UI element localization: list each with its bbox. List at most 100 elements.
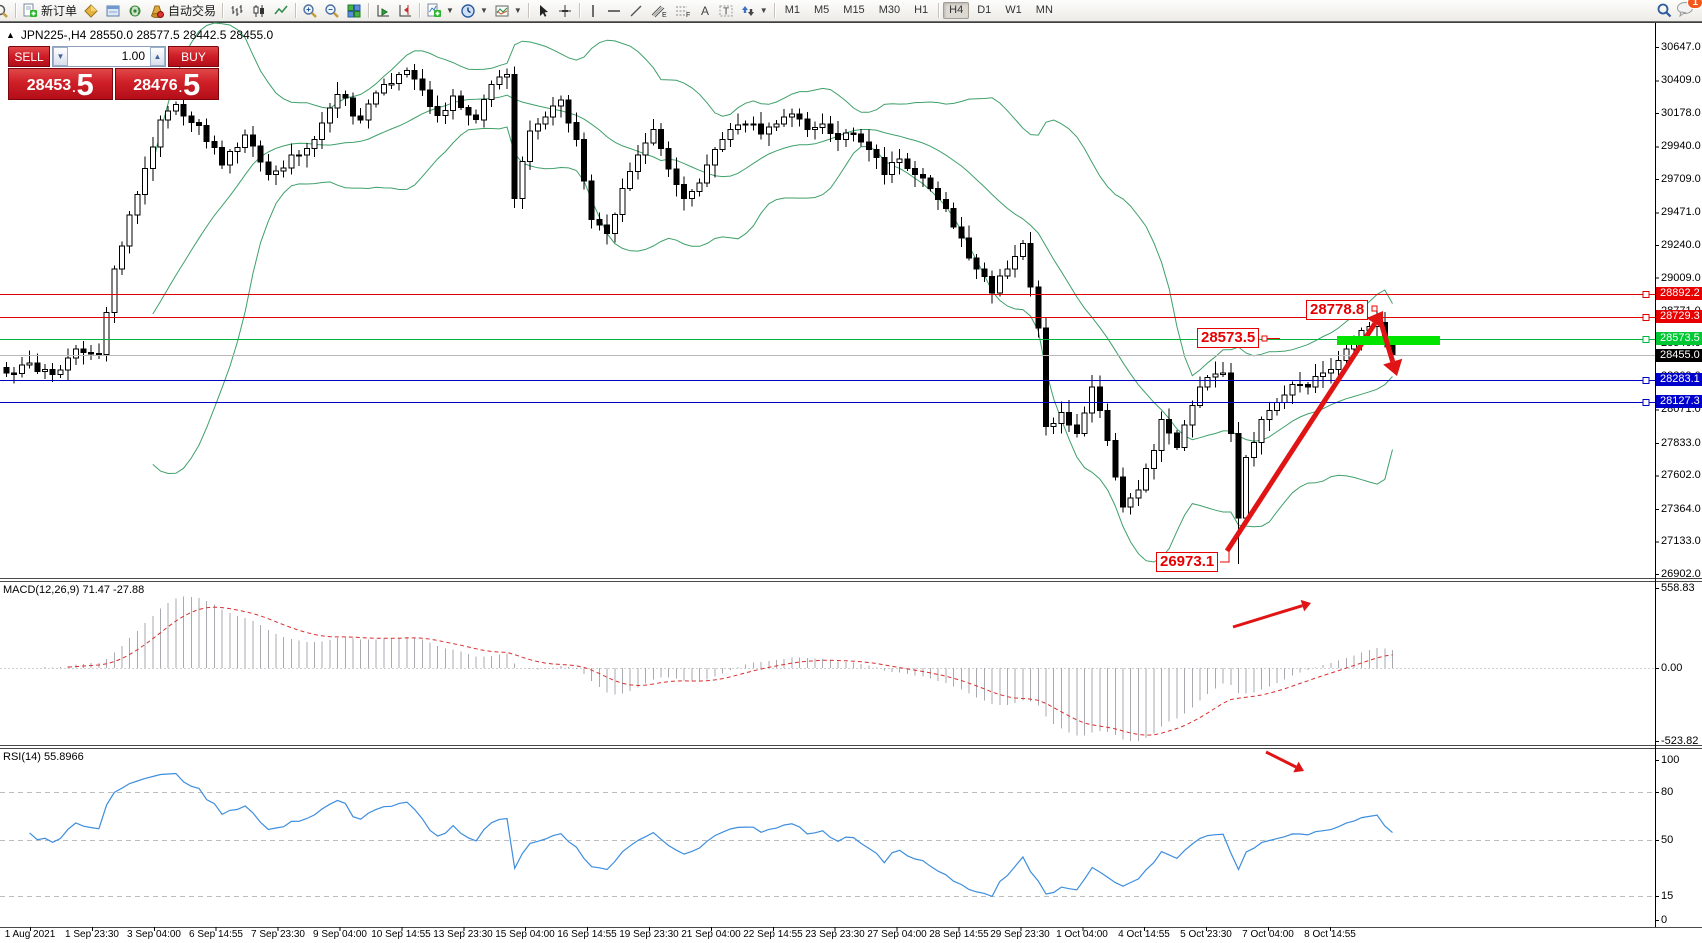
tile-windows-icon[interactable] [343,1,365,20]
toolbar-separator [527,3,529,18]
candle-body [650,129,657,144]
svg-text:A: A [701,4,709,18]
line-handle[interactable] [1642,377,1650,384]
candle-body [196,121,202,126]
candle-body [896,158,903,163]
candle-body [249,134,256,147]
trendline-icon[interactable] [625,1,647,20]
buy-button[interactable]: BUY [168,46,219,67]
line-handle[interactable] [1642,399,1650,406]
timeframe-button-H4[interactable]: H4 [943,2,970,19]
timeframe-button-W1[interactable]: W1 [1005,4,1022,16]
candle-body [1212,373,1219,378]
fibonacci-icon[interactable]: F [671,1,695,20]
candle-body [989,276,996,294]
zoom-in-icon[interactable] [299,1,321,20]
volume-increase-button[interactable]: ▲ [150,47,165,66]
autotrade-label: 自动交易 [168,4,217,18]
new-order-button[interactable]: 新订单 [19,1,80,20]
bar-chart-icon[interactable] [226,1,248,20]
candle-body [1258,419,1265,443]
sell-button[interactable]: SELL [8,46,50,67]
candle-body [342,93,349,99]
chevron-down-icon: ▼ [479,6,488,15]
strategy-signal-icon[interactable] [124,1,146,20]
candle-body [1058,412,1065,424]
chart-shift-icon[interactable] [394,1,416,20]
candle-body [265,161,272,176]
candle-body [488,84,495,100]
candle-body [642,142,649,156]
equidistant-channel-icon[interactable]: E [647,1,671,20]
candle-body [665,148,672,170]
one-click-trading-panel: SELL ▼ 1.00 ▲ BUY 28453. 5 28476. 5 [8,46,219,100]
candle-body [504,74,510,78]
horizontal-line-icon[interactable] [603,1,625,20]
line-chart-icon[interactable] [270,1,292,20]
line-handle[interactable] [1642,336,1650,343]
autotrade-button[interactable]: 自动交易 [146,1,219,20]
timeframe-button-M1[interactable]: M1 [784,4,800,16]
trend-arrow[interactable] [1376,315,1403,376]
candle-body [996,275,1003,294]
chevron-down-icon: ▼ [759,6,768,15]
timeframe-button-MN[interactable]: MN [1035,4,1053,16]
chat-button[interactable]: 1 [1676,0,1702,22]
toolbar: 新订单 自动交易 [0,0,1702,22]
candle-body [881,156,888,176]
vertical-line-icon[interactable] [583,1,603,20]
candle-body [511,74,518,199]
candle-body [496,76,503,86]
candle-body [442,109,449,117]
auto-scroll-icon[interactable] [372,1,394,20]
bollinger-band-line [152,22,1393,377]
ask-price-button[interactable]: 28476. 5 [114,68,219,100]
candle-body [180,103,187,117]
main-chart-pane [3,22,1396,564]
arrows-button[interactable]: ▼ [737,1,771,20]
candle-chart-icon[interactable] [248,1,270,20]
rsi-pane [0,772,1655,898]
candle-body [1250,441,1257,458]
candle-body [850,132,857,135]
data-window-icon[interactable] [102,1,124,20]
candle-body [303,147,310,156]
volume-decrease-button[interactable]: ▼ [53,47,68,66]
timeframe-button-H1[interactable]: H1 [914,4,929,16]
candle-body [1343,348,1350,361]
timeframe-button-M5[interactable]: M5 [814,4,830,16]
line-handle[interactable] [1642,314,1650,321]
candle-body [1304,383,1311,388]
candle-body [1073,424,1080,434]
volume-input[interactable]: 1.00 [121,49,145,63]
candle-body [1104,409,1111,442]
templates-button[interactable]: ▼ [491,1,525,20]
trend-arrow[interactable] [1265,750,1304,773]
trend-arrow[interactable] [1232,599,1311,629]
candle-body [126,214,133,247]
cursor-icon[interactable] [532,1,554,20]
timeframe-button-M15[interactable]: M15 [843,4,865,16]
svg-text:T: T [723,6,729,17]
candle-body [134,193,141,216]
magnifier-icon[interactable] [0,1,12,20]
candle-body [804,118,811,131]
timeframe-button-M30[interactable]: M30 [878,4,901,16]
trend-arrow[interactable] [1224,311,1384,553]
text-icon[interactable]: A [695,1,715,20]
candle-body [596,219,603,226]
timeframe-button-D1[interactable]: D1 [977,4,992,16]
search-icon[interactable] [1653,1,1676,20]
periods-button[interactable]: ▼ [457,1,491,20]
text-label-icon[interactable]: T [715,1,737,20]
crosshair-icon[interactable] [554,1,576,20]
market-watch-icon[interactable] [80,1,102,20]
indicators-button[interactable]: ▼ [423,1,457,20]
candle-body [1019,243,1026,258]
line-handle[interactable] [1642,291,1650,298]
zoom-out-icon[interactable] [321,1,343,20]
candle-body [1089,386,1096,414]
bid-price-button[interactable]: 28453. 5 [8,68,113,100]
candle-body [942,199,949,209]
